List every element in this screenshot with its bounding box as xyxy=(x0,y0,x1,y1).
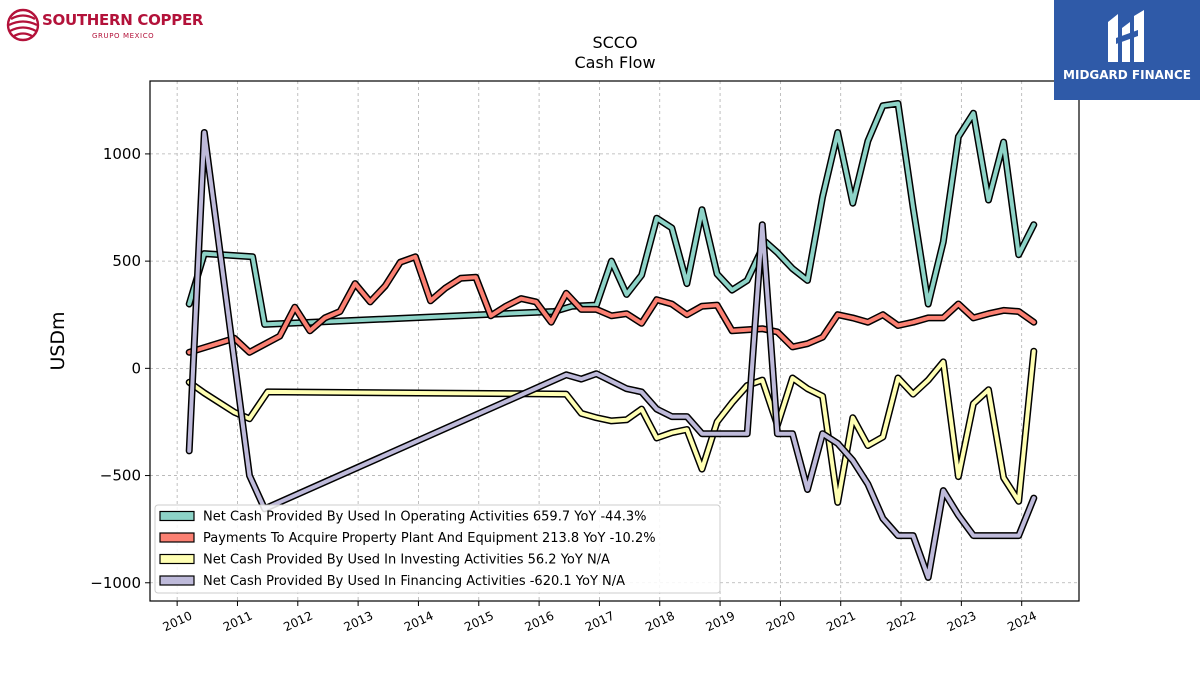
x-tick-label: 2018 xyxy=(643,609,677,635)
legend-swatch xyxy=(159,510,195,522)
series-2 xyxy=(185,253,1038,356)
x-tick-label: 2014 xyxy=(402,609,436,635)
x-tick-label: 2010 xyxy=(161,609,195,635)
y-axis: −1000 −500 0 500 1000 xyxy=(90,145,150,592)
legend-swatch xyxy=(159,532,195,543)
y-tick-label: −1000 xyxy=(90,574,141,592)
legend-label: Net Cash Provided By Used In Operating A… xyxy=(203,510,646,525)
midgard-finance-logo: MIDGARD FINANCE xyxy=(1054,0,1200,100)
y-tick-label: 0 xyxy=(131,359,141,377)
chart-subtitle: Cash Flow xyxy=(574,53,655,72)
midgard-monogram-icon xyxy=(1108,10,1144,62)
legend-swatch xyxy=(159,553,195,565)
series-line-outline xyxy=(185,100,1038,328)
x-tick-label: 2012 xyxy=(281,609,315,635)
series-1 xyxy=(185,100,1038,328)
legend-item: Payments To Acquire Property Plant And E… xyxy=(159,531,656,546)
legend-box xyxy=(154,504,721,594)
x-tick-label: 2023 xyxy=(945,609,979,635)
series-line-outline xyxy=(185,347,1038,506)
x-axis: 2010 2011 2012 2013 2014 2015 2016 2017 2018 2019… xyxy=(161,601,1039,634)
legend-item: Net Cash Provided By Used In Operating A… xyxy=(159,510,646,525)
series-line xyxy=(187,349,1036,505)
midgard-finance-wordmark: MIDGARD FINANCE xyxy=(1063,68,1191,82)
legend-swatch xyxy=(159,575,195,586)
southern-copper-globe-icon xyxy=(6,8,40,42)
series-4 xyxy=(185,129,1038,581)
chart-legend: Net Cash Provided By Used In Operating A… xyxy=(154,504,721,594)
southern-copper-logo: SOUTHERN COPPER GRUPO MEXICO xyxy=(6,6,203,46)
x-tick-label: 2021 xyxy=(824,609,858,635)
chart-title-group: SCCO Cash Flow xyxy=(574,33,655,72)
y-tick-label: 500 xyxy=(112,252,141,270)
legend-item: Net Cash Provided By Used In Financing A… xyxy=(159,574,625,589)
x-tick-label: 2016 xyxy=(523,609,557,635)
southern-copper-subtitle: GRUPO MEXICO xyxy=(92,32,155,40)
x-tick-label: 2022 xyxy=(885,609,919,635)
y-tick-label: −500 xyxy=(100,467,141,485)
series-line xyxy=(187,130,1036,580)
series-3 xyxy=(185,347,1038,506)
series-line xyxy=(187,101,1036,327)
chart-title: SCCO xyxy=(592,33,637,52)
x-tick-label: 2020 xyxy=(764,609,798,635)
legend-label: Net Cash Provided By Used In Financing A… xyxy=(203,574,625,589)
y-tick-label: 1000 xyxy=(103,145,141,163)
plot-area-frame xyxy=(149,80,1080,602)
x-tick-label: 2019 xyxy=(704,609,738,635)
x-tick-label: 2015 xyxy=(462,609,496,635)
x-tick-label: 2013 xyxy=(342,609,376,635)
series-line xyxy=(187,254,1036,355)
legend-label: Net Cash Provided By Used In Investing A… xyxy=(203,553,610,568)
x-tick-label: 2024 xyxy=(1005,609,1039,635)
x-tick-label: 2017 xyxy=(583,609,617,635)
legend-item: Net Cash Provided By Used In Investing A… xyxy=(159,553,610,568)
legend-label: Payments To Acquire Property Plant And E… xyxy=(203,531,656,546)
y-axis-label: USDm xyxy=(47,311,69,370)
x-tick-label: 2011 xyxy=(221,609,255,635)
series-lines xyxy=(185,100,1038,581)
southern-copper-wordmark: SOUTHERN COPPER xyxy=(42,11,204,29)
